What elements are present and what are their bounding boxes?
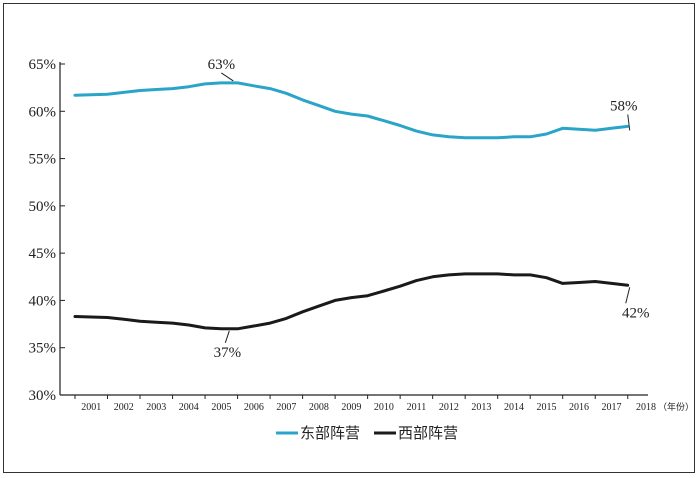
x-tick-label: 2017 [601,402,621,413]
annotation-leader [627,114,631,131]
x-tick-label: 2010 [374,402,394,413]
legend-label: 东部阵营 [300,424,360,442]
x-tick-label: 2005 [211,402,231,413]
x-tick-label: 2012 [439,402,459,413]
y-tick-label: 65% [29,57,57,73]
annotation-leader [224,330,230,343]
x-tick-label: 2015 [536,402,556,413]
annotation-leader [625,287,631,304]
x-tick-label: 2014 [504,402,524,413]
annotation-label: 63% [208,57,236,73]
y-tick-label: 40% [29,293,57,309]
annotation-label: 42% [622,305,650,321]
x-tick-label: 2009 [341,402,361,413]
x-tick-label: 2007 [276,402,296,413]
y-tick-label: 30% [29,388,57,404]
x-tick-label: 2013 [471,402,491,413]
x-tick-label: 2008 [309,402,329,413]
series-line-1 [73,272,630,331]
x-tick-label: 2016 [569,402,589,413]
annotation-label: 37% [214,345,242,361]
x-tick-label: 2003 [146,402,166,413]
x-tick-label: 2006 [244,402,264,413]
series-line-0 [73,81,630,140]
y-tick-label: 35% [29,341,57,357]
x-tick-label: 2001 [81,402,101,413]
y-tick-label: 45% [29,246,57,262]
x-axis-unit: （年份） [658,401,694,413]
x-tick-label: 2011 [407,402,427,413]
y-tick-label: 50% [29,199,57,215]
x-tick-label: 2004 [179,402,199,413]
annotation-label: 58% [610,98,638,114]
y-tick-label: 60% [29,104,57,120]
annotation-leader [221,72,234,82]
y-tick-label: 55% [29,152,57,168]
x-tick-label: 2002 [114,402,134,413]
x-tick-label: 2018 [636,402,656,413]
legend-label: 西部阵营 [398,424,458,442]
